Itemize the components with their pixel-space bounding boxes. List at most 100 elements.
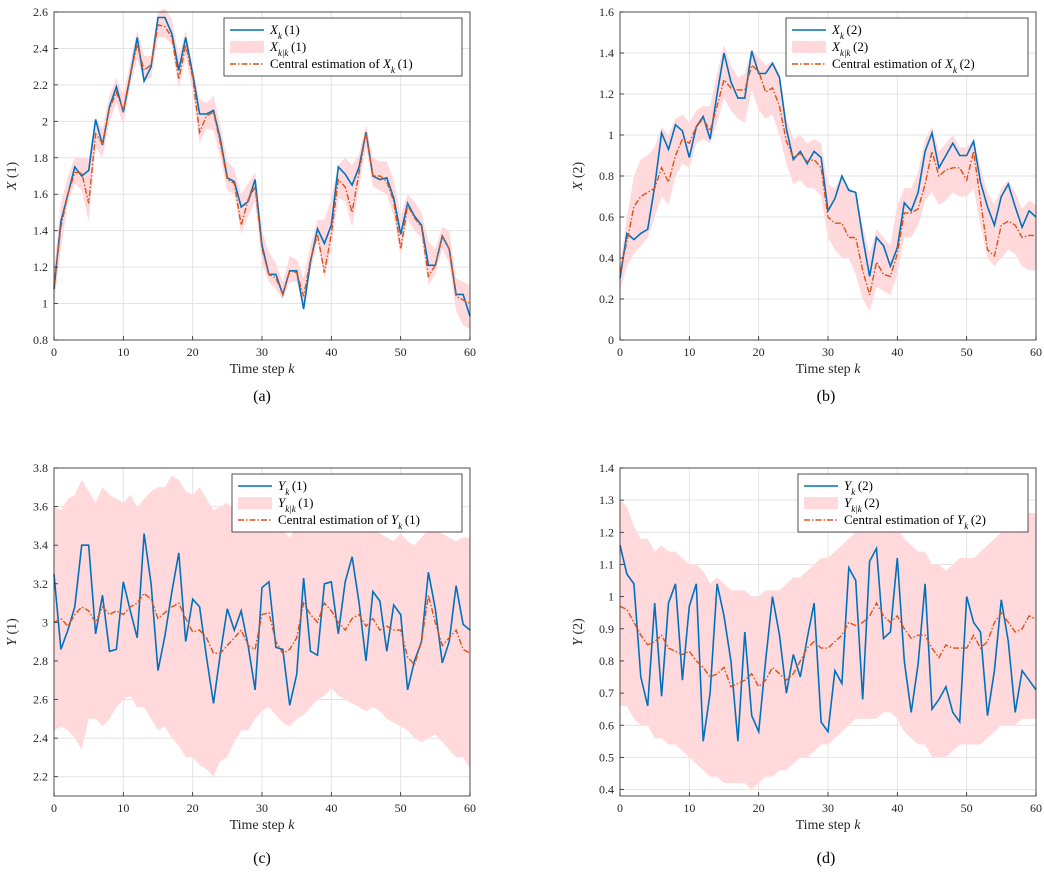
y-tick-label: 0.5 xyxy=(599,750,614,764)
y-tick-label: 3.6 xyxy=(33,500,48,514)
y-axis-label: X (2) xyxy=(571,161,586,191)
x-tick-label: 0 xyxy=(51,345,57,359)
y-tick-label: 0.6 xyxy=(599,718,614,732)
legend-label-3-2: Central estimation of Yk (2) xyxy=(844,512,986,531)
confidence-band xyxy=(54,475,470,777)
legend-label-1-0: Xk (2) xyxy=(831,22,862,41)
x-axis-label: Time step k xyxy=(230,362,296,377)
x-tick-label: 0 xyxy=(617,345,623,359)
y-tick-label: 2.2 xyxy=(33,78,48,92)
x-tick-label: 40 xyxy=(325,345,337,359)
y-tick-label: 2.2 xyxy=(33,770,48,784)
x-tick-label: 30 xyxy=(822,345,834,359)
y-tick-label: 3.8 xyxy=(33,461,48,475)
y-tick-label: 0.2 xyxy=(599,292,614,306)
y-tick-label: 2.6 xyxy=(33,5,48,19)
x-tick-label: 30 xyxy=(256,345,268,359)
central-estimation-line xyxy=(619,601,1037,688)
legend-label-1-2: Central estimation of Xk (2) xyxy=(832,56,975,75)
x-tick-label: 40 xyxy=(325,801,337,815)
x-tick-label: 60 xyxy=(1030,345,1042,359)
panel-caption: (d) xyxy=(816,850,836,867)
y-axis-label: Y (2) xyxy=(571,618,586,646)
x-axis-label: Time step k xyxy=(230,818,296,833)
y-tick-label: 1.6 xyxy=(599,5,614,19)
y-tick-label: 2.4 xyxy=(33,41,48,55)
y-axis-label: Y (1) xyxy=(5,618,20,646)
x-tick-label: 60 xyxy=(464,801,476,815)
x-tick-label: 0 xyxy=(617,801,623,815)
x-tick-label: 20 xyxy=(187,801,199,815)
y-tick-label: 0.8 xyxy=(33,333,48,347)
y-tick-label: 1 xyxy=(608,128,614,142)
confidence-band xyxy=(620,500,1036,790)
legend-label-3-0: Yk (2) xyxy=(844,478,873,497)
panel-caption: (c) xyxy=(253,850,271,867)
legend-swatch xyxy=(238,497,272,509)
x-tick-label: 10 xyxy=(683,801,695,815)
legend-label-0-1: Xk|k (1) xyxy=(269,39,306,58)
y-tick-label: 1.4 xyxy=(33,224,48,238)
x-tick-label: 30 xyxy=(822,801,834,815)
legend-label-0-0: Xk (1) xyxy=(269,22,300,41)
y-tick-label: 1 xyxy=(42,297,48,311)
x-tick-label: 40 xyxy=(891,345,903,359)
y-tick-label: 1.2 xyxy=(599,525,614,539)
x-tick-label: 50 xyxy=(395,345,407,359)
x-tick-label: 60 xyxy=(464,345,476,359)
confidence-band xyxy=(54,8,470,330)
legend-swatch xyxy=(230,41,264,53)
x-tick-label: 50 xyxy=(961,345,973,359)
x-tick-label: 10 xyxy=(117,801,129,815)
central-estimation-line xyxy=(53,592,471,667)
legend-box xyxy=(785,17,1029,77)
y-tick-label: 1.4 xyxy=(599,46,614,60)
y-tick-label: 1.2 xyxy=(599,87,614,101)
x-tick-label: 40 xyxy=(891,801,903,815)
true-state-line xyxy=(619,50,1037,279)
y-axis-label: X (1) xyxy=(5,161,20,191)
y-tick-label: 1.1 xyxy=(599,557,614,571)
x-tick-label: 30 xyxy=(256,801,268,815)
panel-caption: (a) xyxy=(253,388,271,405)
y-tick-label: 3.2 xyxy=(33,577,48,591)
y-tick-label: 1 xyxy=(608,590,614,604)
y-tick-label: 0.9 xyxy=(599,622,614,636)
x-tick-label: 50 xyxy=(395,801,407,815)
y-tick-label: 0.7 xyxy=(599,686,614,700)
legend-label-2-2: Central estimation of Yk (1) xyxy=(278,512,420,531)
y-tick-label: 2.6 xyxy=(33,693,48,707)
x-tick-label: 10 xyxy=(683,345,695,359)
x-tick-label: 0 xyxy=(51,801,57,815)
legend-swatch xyxy=(804,497,838,509)
y-tick-label: 0.8 xyxy=(599,169,614,183)
true-state-line xyxy=(619,545,1037,742)
panel-caption: (b) xyxy=(816,388,836,405)
y-tick-label: 0.8 xyxy=(599,654,614,668)
x-tick-label: 20 xyxy=(753,345,765,359)
y-tick-label: 2.8 xyxy=(33,654,48,668)
legend-label-3-1: Yk|k (2) xyxy=(844,495,879,514)
x-axis-label: Time step k xyxy=(796,362,862,377)
legend-label-2-0: Yk (1) xyxy=(278,478,307,497)
confidence-band xyxy=(620,44,1036,312)
true-state-line xyxy=(53,533,471,706)
y-tick-label: 1.2 xyxy=(33,260,48,274)
y-tick-label: 2 xyxy=(42,114,48,128)
central-estimation-line xyxy=(619,64,1036,296)
legend-label-1-1: Xk|k (2) xyxy=(831,39,868,58)
y-tick-label: 3.4 xyxy=(33,538,48,552)
y-tick-label: 0.4 xyxy=(599,783,614,797)
y-tick-label: 1.4 xyxy=(599,461,614,475)
y-tick-label: 0.4 xyxy=(599,251,614,265)
legend-swatch xyxy=(792,41,826,53)
y-tick-label: 3 xyxy=(42,615,48,629)
x-tick-label: 60 xyxy=(1030,801,1042,815)
x-tick-label: 20 xyxy=(187,345,199,359)
y-tick-label: 0 xyxy=(608,333,614,347)
